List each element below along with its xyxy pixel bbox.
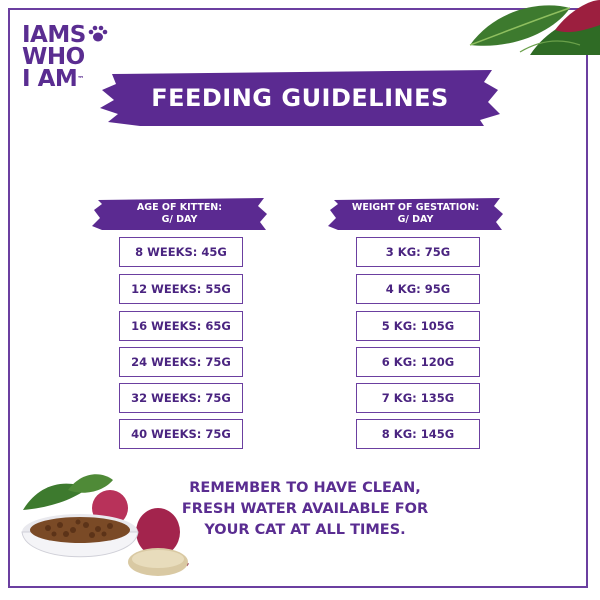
kitten-row: 12 WEEKS: 55G	[119, 274, 243, 304]
kitten-header-line-2: G/ DAY	[161, 214, 198, 225]
gestation-row: 6 KG: 120G	[356, 347, 480, 377]
reminder-line-1: REMEMBER TO HAVE CLEAN,	[189, 480, 421, 496]
banner-brush-shape	[100, 70, 500, 126]
gestation-row: 3 KG: 75G	[356, 237, 480, 267]
food-bowl-illustration	[21, 474, 189, 576]
reminder-line-3: YOUR CAT AT ALL TIMES.	[204, 522, 406, 538]
kitten-row: 24 WEEKS: 75G	[119, 347, 243, 377]
gestation-table-header: WEIGHT OF GESTATION: G/ DAY	[328, 196, 503, 232]
trademark: ™	[77, 75, 84, 83]
reminder-line-2: FRESH WATER AVAILABLE FOR	[181, 501, 429, 517]
gestation-header-line-2: G/ DAY	[397, 214, 434, 225]
brand-logo: IAMS WHO I AM™	[22, 22, 132, 92]
gestation-row: 8 KG: 145G	[356, 419, 480, 449]
brand-line-3: I AM	[22, 66, 78, 92]
leaves-illustration	[469, 0, 600, 55]
kitten-row: 8 WEEKS: 45G	[119, 237, 243, 267]
page-border	[8, 8, 588, 588]
kitten-header-line-1: AGE OF KITTEN:	[136, 202, 223, 213]
kitten-row: 16 WEEKS: 65G	[119, 311, 243, 341]
brand-line-1: IAMS	[22, 22, 86, 48]
kitten-row: 40 WEEKS: 75G	[119, 419, 243, 449]
kitten-row: 32 WEEKS: 75G	[119, 383, 243, 413]
gestation-row: 5 KG: 105G	[356, 311, 480, 341]
paw-icon	[88, 25, 108, 42]
header-brush-shape	[92, 198, 267, 230]
gestation-row: 4 KG: 95G	[356, 274, 480, 304]
gestation-row: 7 KG: 135G	[356, 383, 480, 413]
water-reminder: REMEMBER TO HAVE CLEAN, FRESH WATER AVAI…	[165, 478, 445, 541]
page-title: FEEDING GUIDELINES	[151, 84, 449, 112]
title-banner: FEEDING GUIDELINES	[100, 68, 500, 128]
kitten-table-header: AGE OF KITTEN: G/ DAY	[92, 196, 267, 232]
header-brush-shape	[328, 198, 503, 230]
gestation-header-line-1: WEIGHT OF GESTATION:	[351, 202, 480, 213]
brand-line-2: WHO	[22, 44, 85, 70]
